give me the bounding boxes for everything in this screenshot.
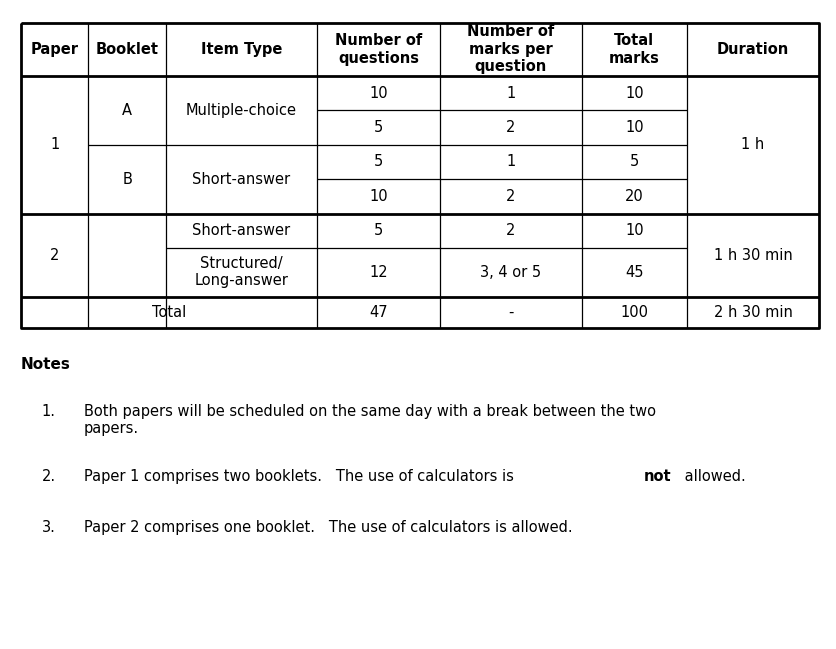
Text: Notes: Notes: [21, 357, 71, 372]
Text: 10: 10: [370, 189, 388, 204]
Text: 5: 5: [630, 154, 639, 169]
Text: Short-answer: Short-answer: [192, 171, 291, 187]
Text: Number of
questions: Number of questions: [335, 33, 422, 66]
Text: 2: 2: [507, 189, 516, 204]
Text: Duration: Duration: [717, 42, 789, 57]
Text: Multiple-choice: Multiple-choice: [186, 103, 297, 118]
Text: 47: 47: [370, 304, 388, 320]
Text: Total: Total: [152, 304, 186, 320]
Text: 2: 2: [507, 120, 516, 135]
Text: not: not: [645, 469, 672, 484]
Text: 2: 2: [50, 247, 59, 263]
Text: 3, 4 or 5: 3, 4 or 5: [481, 265, 542, 280]
Text: -: -: [508, 304, 513, 320]
Text: 12: 12: [370, 265, 388, 280]
Text: Short-answer: Short-answer: [192, 223, 291, 238]
Text: Paper 2 comprises one booklet.   The use of calculators is allowed.: Paper 2 comprises one booklet. The use o…: [84, 520, 572, 535]
Text: 20: 20: [625, 189, 644, 204]
Text: Paper 1 comprises two booklets.   The use of calculators is: Paper 1 comprises two booklets. The use …: [84, 469, 518, 484]
Text: Both papers will be scheduled on the same day with a break between the two
paper: Both papers will be scheduled on the sam…: [84, 404, 655, 436]
Text: 5: 5: [374, 120, 383, 135]
Text: 100: 100: [620, 304, 648, 320]
Text: 2.: 2.: [42, 469, 56, 484]
Text: 1 h 30 min: 1 h 30 min: [714, 247, 793, 263]
Text: Item Type: Item Type: [201, 42, 283, 57]
Text: 10: 10: [625, 223, 644, 238]
Text: 1: 1: [507, 154, 516, 169]
Text: 5: 5: [374, 154, 383, 169]
Text: 10: 10: [625, 120, 644, 135]
Text: B: B: [122, 171, 132, 187]
Text: 10: 10: [370, 86, 388, 101]
Text: 1.: 1.: [42, 404, 56, 419]
Text: 45: 45: [625, 265, 644, 280]
Text: 1 h: 1 h: [742, 137, 765, 153]
Text: 2: 2: [507, 223, 516, 238]
Text: Total
marks: Total marks: [609, 33, 660, 66]
Text: Paper: Paper: [31, 42, 79, 57]
Text: 2 h 30 min: 2 h 30 min: [714, 304, 793, 320]
Text: allowed.: allowed.: [680, 469, 746, 484]
Text: Booklet: Booklet: [96, 42, 159, 57]
Text: 10: 10: [625, 86, 644, 101]
Text: 1: 1: [507, 86, 516, 101]
Text: Number of
marks per
question: Number of marks per question: [467, 25, 554, 74]
Text: 5: 5: [374, 223, 383, 238]
Text: 1: 1: [50, 137, 59, 153]
Text: Structured/
Long-answer: Structured/ Long-answer: [195, 256, 288, 288]
Text: A: A: [122, 103, 132, 118]
Text: 3.: 3.: [42, 520, 56, 535]
